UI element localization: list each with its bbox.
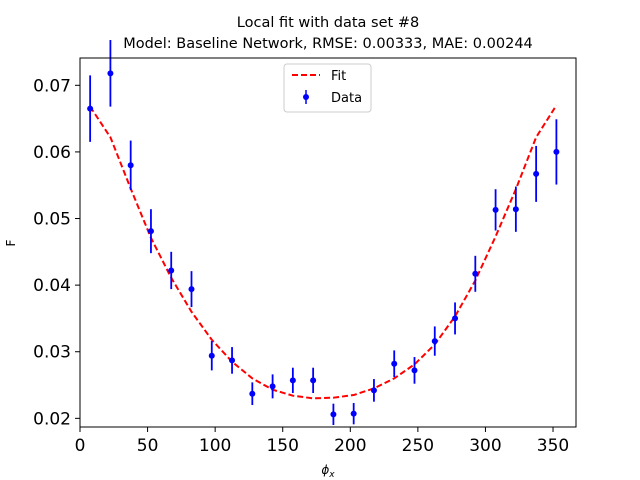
data-point xyxy=(249,390,256,397)
chart-subtitle: Model: Baseline Network, RMSE: 0.00333, … xyxy=(123,36,533,52)
data-point xyxy=(310,377,317,384)
x-tick-label: 200 xyxy=(334,436,366,456)
data-point xyxy=(452,315,459,322)
x-tick-label: 350 xyxy=(537,436,569,456)
y-tick-label: 0.06 xyxy=(33,143,71,163)
y-tick-label: 0.07 xyxy=(33,76,71,96)
x-tick-label: 150 xyxy=(266,436,298,456)
x-tick-label: 0 xyxy=(75,436,86,456)
x-tick-label: 300 xyxy=(469,436,501,456)
x-tick-label: 50 xyxy=(137,436,159,456)
x-axis-label: ϕx xyxy=(321,463,335,480)
data-point xyxy=(431,338,438,345)
chart-title: Local fit with data set #8 xyxy=(237,15,419,31)
y-tick-label: 0.05 xyxy=(33,210,71,230)
x-axis-label-main: ϕ xyxy=(321,463,329,477)
data-point xyxy=(350,410,357,417)
data-point xyxy=(370,387,377,394)
data-point xyxy=(229,357,236,364)
plot-frame xyxy=(79,57,577,428)
legend-fit-label: Fit xyxy=(331,69,346,84)
data-point xyxy=(107,70,114,77)
y-tick-label: 0.04 xyxy=(33,276,71,296)
data-point xyxy=(208,352,215,359)
data-point xyxy=(188,286,195,293)
legend-data-marker-swatch xyxy=(303,94,309,100)
x-axis-label-subscript: x xyxy=(328,470,335,480)
plot-area xyxy=(87,40,560,426)
y-tick-label: 0.02 xyxy=(33,409,71,429)
data-point xyxy=(411,367,418,374)
data-point xyxy=(553,148,560,155)
data-point xyxy=(533,170,540,177)
legend: Fit Data xyxy=(283,63,372,113)
data-point xyxy=(391,360,398,367)
data-point xyxy=(472,270,479,277)
data-point xyxy=(127,162,134,169)
fit-line xyxy=(89,104,558,400)
axis-ticks: 0 50 100 150 200 250 300 350 0.02 0.03 0.04 0.05 0.0… xyxy=(33,76,569,456)
data-point xyxy=(147,228,154,235)
data-point xyxy=(330,411,337,418)
legend-data-label: Data xyxy=(331,91,362,106)
data-point xyxy=(269,383,276,390)
x-tick-label: 250 xyxy=(402,436,434,456)
y-axis-label: F xyxy=(4,239,18,246)
data-point xyxy=(168,267,175,274)
x-tick-label: 100 xyxy=(199,436,231,456)
data-point xyxy=(492,206,499,213)
y-tick-label: 0.03 xyxy=(33,343,71,363)
data-point xyxy=(87,105,94,112)
data-point xyxy=(512,206,519,213)
data-point xyxy=(289,377,296,384)
